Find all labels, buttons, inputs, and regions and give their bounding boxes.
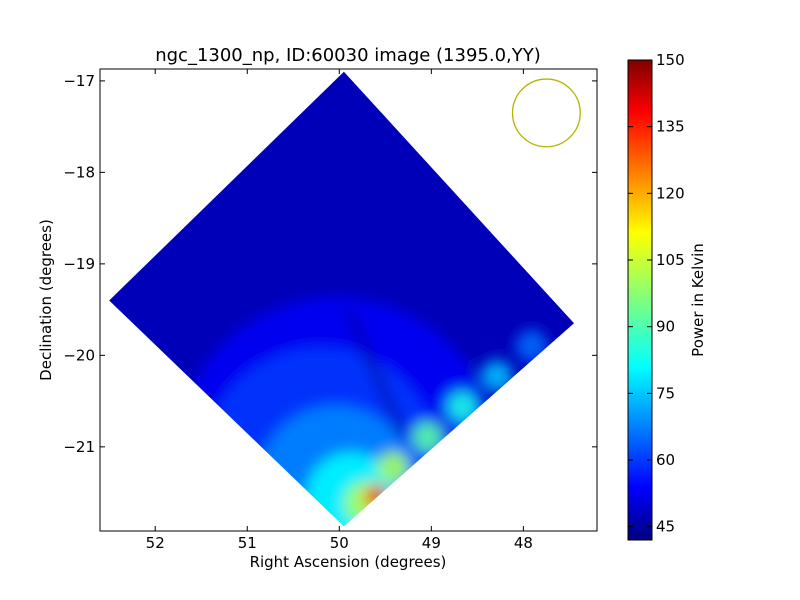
x-tick-label: 50 — [330, 534, 349, 552]
colorbar-label: Power in Kelvin — [689, 243, 707, 357]
x-axis-label: Right Ascension (degrees) — [250, 553, 447, 571]
x-tick-label: 52 — [146, 534, 165, 552]
colorbar-ticks: 45 60 75 90 105 120 135 150 — [628, 51, 685, 536]
x-tick-label: 49 — [422, 534, 441, 552]
edge-streak-4 — [515, 329, 548, 362]
plot-frame — [99, 68, 598, 532]
chart-title: ngc_1300_np, ID:60030 image (1395.0,YY) — [155, 45, 541, 66]
edge-streak-1 — [411, 421, 444, 454]
x-tick-label: 48 — [514, 534, 533, 552]
dark-filament — [344, 308, 408, 440]
y-axis: −17 −18 −19 −20 −21 — [63, 72, 597, 456]
colorbar-tick-label: 135 — [656, 118, 685, 136]
beam-marker — [511, 78, 581, 148]
colorbar-tick-label: 75 — [656, 384, 675, 402]
x-tick-label: 51 — [238, 534, 257, 552]
edge-streak-2 — [446, 390, 479, 423]
colorbar-tick-label: 60 — [656, 451, 675, 469]
y-axis-label: Declination (degrees) — [37, 219, 55, 381]
colorbar-tick-label: 120 — [656, 184, 685, 202]
colorbar-tick-label: 90 — [656, 318, 675, 336]
y-tick-label: −21 — [63, 438, 95, 456]
x-axis: 52 51 50 49 48 — [146, 69, 533, 552]
y-tick-label: −18 — [63, 163, 95, 181]
y-tick-label: −20 — [63, 346, 95, 364]
y-tick-label: −19 — [63, 255, 95, 273]
y-tick-label: −17 — [63, 72, 95, 90]
edge-streak-3 — [480, 360, 513, 393]
heatmap-layer — [109, 71, 574, 527]
colorbar — [627, 59, 653, 541]
edge-streak-0 — [377, 451, 410, 484]
colorbar-tick-label: 45 — [656, 518, 675, 536]
heat-level-6 — [372, 489, 385, 502]
colorbar-tick-label: 105 — [656, 251, 685, 269]
colorbar-tick-label: 150 — [656, 51, 685, 69]
